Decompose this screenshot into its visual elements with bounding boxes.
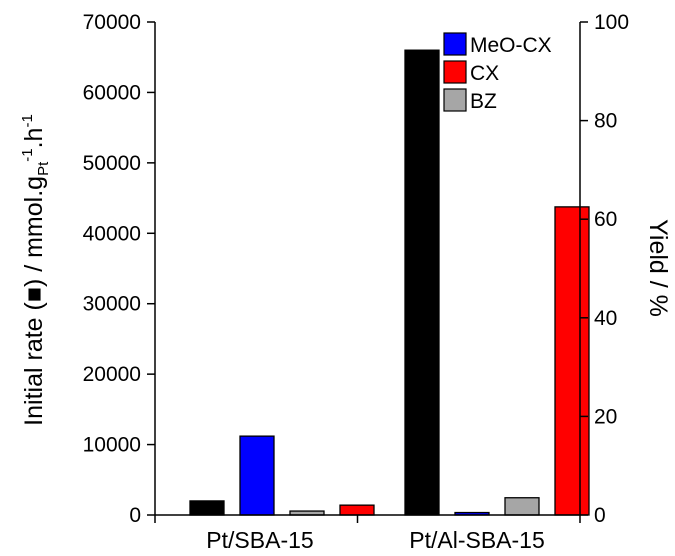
bar-initial-rate-0 bbox=[189, 500, 225, 516]
legend-label-cx: CX bbox=[470, 62, 499, 85]
y-right-tick-label: 0 bbox=[594, 504, 606, 527]
legend-swatch-cx bbox=[443, 60, 467, 84]
bars-group bbox=[189, 49, 590, 516]
x-category-label: Pt/SBA-15 bbox=[206, 527, 313, 553]
y-left-tick-label: 20000 bbox=[83, 363, 141, 386]
y-axis-right-title: Yield / % bbox=[644, 219, 672, 317]
bar-cx-1 bbox=[554, 206, 590, 516]
bar-cx-0 bbox=[339, 504, 375, 516]
bar-bz-1 bbox=[504, 497, 540, 516]
x-category-label: Pt/Al-SBA-15 bbox=[409, 527, 545, 553]
y-right-tick-label: 40 bbox=[594, 307, 617, 330]
y-left-tick-label: 60000 bbox=[83, 81, 141, 104]
legend-swatch-meo-cx bbox=[443, 32, 467, 56]
legend: MeO-CX CX BZ bbox=[443, 32, 552, 113]
y-right-tick-label: 60 bbox=[594, 208, 617, 231]
y-left-tick-label: 50000 bbox=[83, 152, 141, 175]
y-left-tick-label: 30000 bbox=[83, 293, 141, 316]
y-left-tick-label: 10000 bbox=[83, 434, 141, 457]
y-right-tick-label: 20 bbox=[594, 405, 617, 428]
y-right-tick-label: 80 bbox=[594, 110, 617, 133]
y-right-tick-label: 100 bbox=[594, 11, 629, 34]
legend-label-bz: BZ bbox=[470, 90, 497, 113]
y-left-tick-label: 0 bbox=[129, 504, 141, 527]
bar-meo-cx-0 bbox=[239, 435, 275, 516]
legend-label-meo-cx: MeO-CX bbox=[470, 34, 552, 57]
axes-group: 0 10000 20000 30000 40000 50000 60000 70000 0 20 4… bbox=[83, 11, 629, 553]
y-left-tick-label: 40000 bbox=[83, 222, 141, 245]
legend-swatch-bz bbox=[443, 88, 467, 112]
y-left-tick-label: 70000 bbox=[83, 11, 141, 34]
y-axis-left-title: Initial rate (■) / mmol.gPt-1.h-1 bbox=[19, 114, 52, 426]
bar-initial-rate-1 bbox=[404, 49, 440, 516]
